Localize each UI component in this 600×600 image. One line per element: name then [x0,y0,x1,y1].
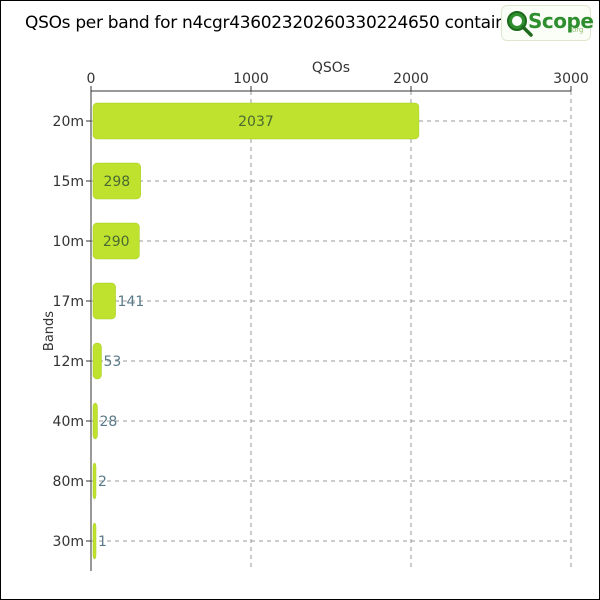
x-tick-label-3: 3000 [553,71,589,87]
y-tick-label-80m: 80m [53,474,84,490]
data-label-12m: 53 [103,354,121,370]
y-tick-label-17m: 17m [53,294,84,310]
y-tick-label-15m: 15m [53,174,84,190]
data-label-80m: 2 [98,474,107,490]
bar-10m [92,222,140,260]
bar-12m [92,342,102,380]
labels: 2037 298 290 141 53 28 2 1 [98,114,274,550]
data-label-15m: 298 [103,174,130,190]
x-axis-label: QSOs [312,60,350,76]
axes: 0 1000 2000 3000 20m 15m 10m 17m 12m 40m 80m 30m [53,71,589,571]
data-label-20m: 2037 [238,114,274,130]
y-tick-label-10m: 10m [53,234,84,250]
data-label-10m: 290 [103,234,130,250]
y-tick-label-30m: 30m [53,534,84,550]
bar-80m [92,462,97,500]
grid-lines [91,91,572,571]
bar-15m [92,162,141,200]
logo-sub: org [572,26,584,34]
bar-30m [92,522,97,560]
x-tick-label-1: 1000 [233,71,269,87]
bars [92,102,420,560]
y-axis-label: Bands [42,311,57,351]
y-tick-label-40m: 40m [53,414,84,430]
qscope-logo: Scope org [501,5,594,41]
y-tick-label-12m: 12m [53,354,84,370]
bar-20m [92,102,420,140]
x-tick-label-0: 0 [87,71,96,87]
logo-text: Scope [528,9,594,33]
chart-title: QSOs per band for n4cgr43602320260330224… [25,13,527,33]
y-tick-label-20m: 20m [53,114,84,130]
data-label-17m: 141 [118,294,145,310]
bar-17m [92,282,116,320]
data-label-30m: 1 [98,534,107,550]
data-label-40m: 28 [99,414,117,430]
magnifier-q-icon [507,11,533,37]
x-tick-label-2: 2000 [393,71,429,87]
bar-40m [92,402,98,440]
